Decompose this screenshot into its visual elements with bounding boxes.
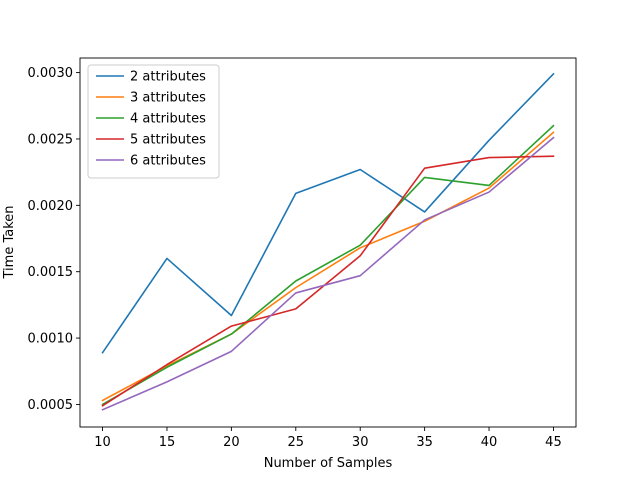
x-axis-label: Number of Samples bbox=[264, 456, 393, 471]
series-line-5-attributes bbox=[101, 155, 555, 407]
legend-label: 4 attributes bbox=[130, 112, 206, 127]
x-tick-label: 15 bbox=[159, 435, 176, 450]
y-tick-label: 0.0005 bbox=[28, 398, 74, 413]
y-tick-label: 0.0030 bbox=[28, 66, 74, 81]
x-tick-label: 25 bbox=[288, 435, 305, 450]
series-line-3-attributes bbox=[101, 131, 555, 402]
y-axis-label: Time Taken bbox=[2, 205, 17, 279]
legend-label: 5 attributes bbox=[130, 133, 206, 148]
x-tick-label: 20 bbox=[223, 435, 240, 450]
series-line-4-attributes bbox=[101, 124, 555, 406]
legend: 2 attributes 3 attributes 4 attributes 5 at… bbox=[87, 64, 220, 179]
y-tick-label: 0.0025 bbox=[28, 132, 74, 147]
legend-label: 2 attributes bbox=[130, 70, 206, 85]
series-line-6-attributes bbox=[101, 136, 555, 411]
y-tick-label: 0.0020 bbox=[28, 199, 74, 214]
y-tick-label: 0.0015 bbox=[28, 265, 74, 280]
series-line-2-attributes bbox=[101, 72, 555, 354]
axes-layer: 10 15 20 25 30 35 40 45 0.0005 0.0010 0.0015 0.0020… bbox=[28, 57, 577, 450]
legend-label: 3 attributes bbox=[130, 91, 206, 106]
plot-frame bbox=[79, 57, 577, 428]
x-tick-label: 35 bbox=[416, 435, 433, 450]
y-tick-label: 0.0010 bbox=[28, 332, 74, 347]
x-tick-label: 45 bbox=[545, 435, 562, 450]
x-tick-label: 30 bbox=[352, 435, 369, 450]
legend-box bbox=[87, 64, 220, 179]
x-tick-label: 10 bbox=[94, 435, 111, 450]
series-layer bbox=[101, 72, 555, 411]
legend-label: 6 attributes bbox=[130, 154, 206, 169]
x-tick-label: 40 bbox=[481, 435, 498, 450]
